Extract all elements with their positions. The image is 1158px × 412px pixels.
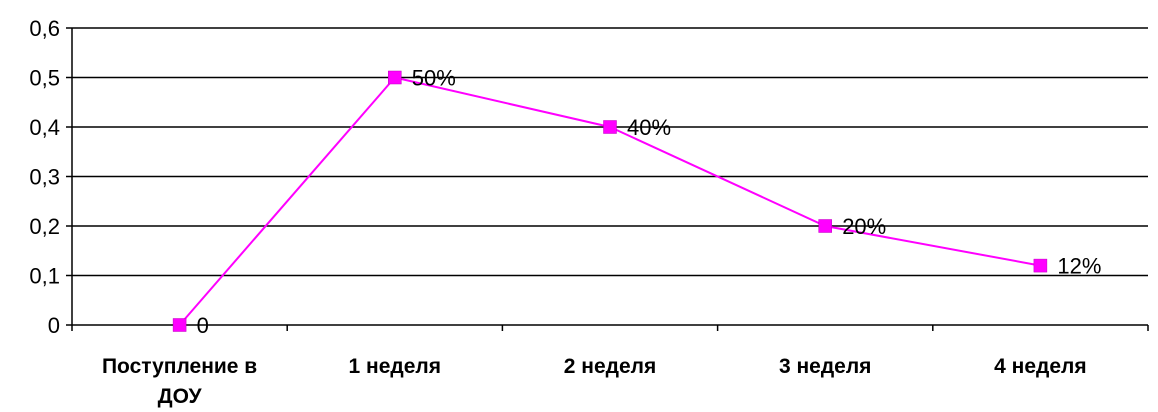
series-line (178, 76, 1041, 326)
y-tick-label: 0,4 (29, 115, 60, 140)
data-label: 50% (412, 66, 456, 91)
data-label: 12% (1057, 254, 1101, 279)
x-tick-label-line: ДОУ (158, 385, 203, 408)
data-label: 40% (627, 115, 671, 140)
x-tick-label: 3 неделя (779, 355, 871, 378)
data-point-marker (818, 219, 832, 233)
y-tick-label: 0,5 (29, 66, 60, 91)
x-axis-ticks: Поступление в ДОУ 1 неделя 2 неделя 3 неделя… (102, 355, 1087, 408)
x-tick-label: Поступление в ДОУ (102, 355, 257, 408)
axes (66, 27, 1149, 331)
data-point-marker (603, 120, 617, 134)
x-tick-label-line: 2 неделя (564, 355, 656, 378)
y-tick-label: 0,1 (29, 264, 60, 289)
x-tick-label-line: Поступление в (102, 355, 257, 378)
gridlines (72, 27, 1148, 277)
data-point-marker (388, 70, 402, 85)
y-axis-ticks: 0 0,1 0,2 0,3 0,4 0,5 0,6 (29, 16, 60, 338)
data-series (172, 70, 1048, 332)
data-label: 20% (842, 214, 886, 239)
y-tick-label: 0 (48, 313, 60, 338)
y-tick-label: 0,2 (29, 214, 60, 239)
x-tick-label: 2 неделя (564, 355, 656, 378)
data-point-marker (1033, 258, 1048, 273)
x-tick-label-line: 4 неделя (994, 355, 1086, 378)
y-tick-label: 0,3 (29, 165, 60, 190)
x-tick-label: 1 неделя (349, 355, 441, 378)
y-tick-label: 0,6 (29, 16, 60, 41)
data-labels: 0 50% 40% 20% 12% (197, 66, 1102, 339)
x-tick-label-line: 3 неделя (779, 355, 871, 378)
x-tick-label: 4 неделя (994, 355, 1086, 378)
data-point-marker (172, 318, 187, 332)
data-label: 0 (197, 313, 209, 338)
x-tick-label-line: 1 неделя (349, 355, 441, 378)
